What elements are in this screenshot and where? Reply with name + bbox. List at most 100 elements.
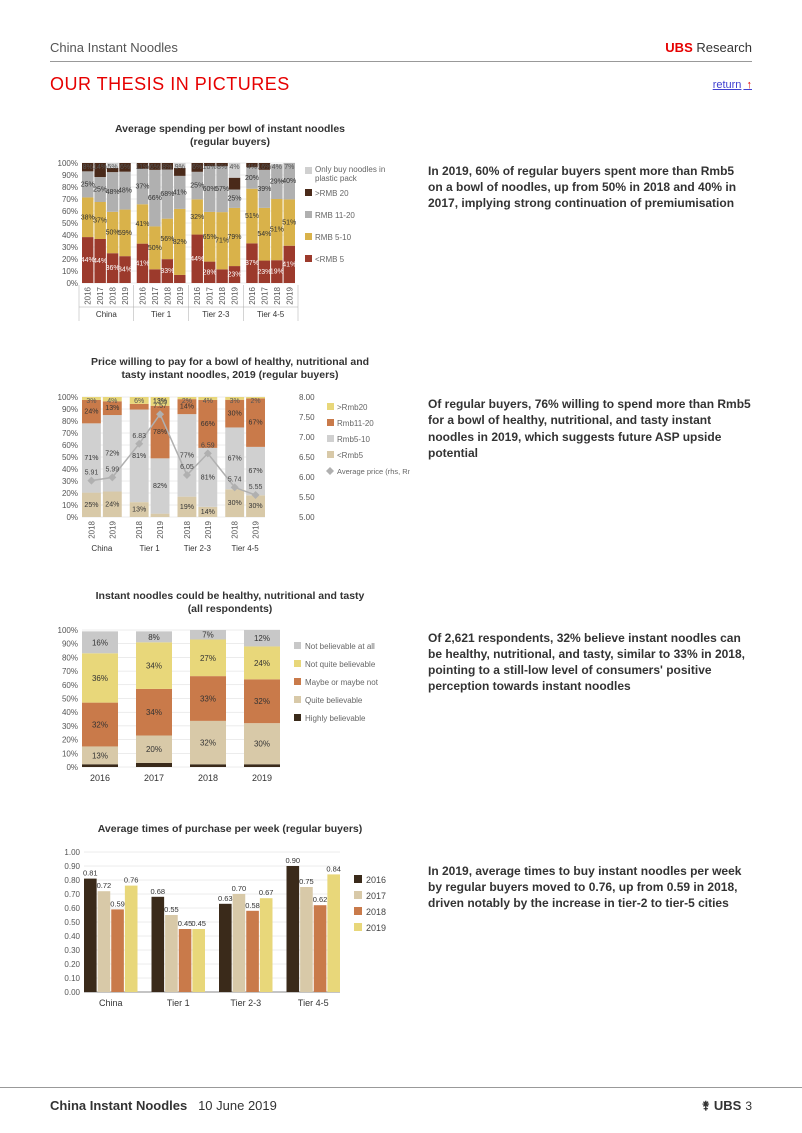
- svg-text:8.00: 8.00: [299, 393, 315, 402]
- svg-text:2019: 2019: [204, 520, 213, 538]
- svg-text:5%: 5%: [108, 164, 118, 171]
- svg-text:70%: 70%: [62, 195, 78, 204]
- svg-text:30%: 30%: [62, 243, 78, 252]
- svg-text:4%: 4%: [272, 164, 282, 171]
- chart1-area: Average spending per bowl of instant noo…: [50, 123, 410, 328]
- svg-text:2016: 2016: [248, 287, 257, 305]
- svg-text:2018: 2018: [109, 287, 118, 305]
- return-link[interactable]: return ↑: [713, 79, 752, 91]
- svg-text:81%: 81%: [201, 474, 215, 481]
- svg-text:7.50: 7.50: [299, 413, 315, 422]
- svg-text:6.83: 6.83: [132, 432, 146, 439]
- svg-text:14%: 14%: [201, 508, 215, 515]
- svg-text:2017: 2017: [151, 287, 160, 305]
- svg-text:Maybe or maybe not: Maybe or maybe not: [305, 678, 379, 687]
- svg-text:0%: 0%: [66, 763, 78, 772]
- chart1-caption: In 2019, 60% of regular buyers spent mor…: [428, 123, 752, 212]
- svg-text:30%: 30%: [254, 739, 270, 748]
- svg-text:2018: 2018: [183, 520, 192, 538]
- svg-text:25%: 25%: [84, 501, 98, 508]
- svg-text:51%: 51%: [282, 220, 296, 227]
- svg-text:0%: 0%: [66, 279, 78, 288]
- svg-text:34%: 34%: [118, 267, 132, 274]
- svg-text:0.10: 0.10: [64, 974, 80, 983]
- row-chart2: Price willing to pay for a bowl of healt…: [50, 356, 752, 561]
- svg-text:2019: 2019: [285, 287, 294, 305]
- svg-text:2018: 2018: [87, 520, 96, 538]
- svg-text:80%: 80%: [62, 183, 78, 192]
- svg-text:82%: 82%: [153, 482, 167, 489]
- svg-text:2016: 2016: [84, 287, 93, 305]
- svg-text:0.58: 0.58: [245, 901, 260, 910]
- chart1-title: Average spending per bowl of instant noo…: [50, 123, 410, 149]
- svg-text:6%: 6%: [120, 164, 130, 171]
- svg-text:>RMB 20: >RMB 20: [315, 189, 349, 198]
- svg-text:78%: 78%: [153, 429, 167, 436]
- page-footer: China Instant Noodles 10 June 2019 ⚵ UBS…: [0, 1087, 802, 1133]
- chart4-svg: 0.000.100.200.300.400.500.600.700.800.90…: [50, 842, 410, 1012]
- svg-text:6%: 6%: [150, 164, 160, 171]
- svg-text:50%: 50%: [148, 245, 162, 252]
- chart4-caption: In 2019, average times to buy instant no…: [428, 823, 752, 912]
- header-left: China Instant Noodles: [50, 40, 178, 55]
- svg-text:6.00: 6.00: [299, 473, 315, 482]
- svg-text:2017: 2017: [260, 287, 269, 305]
- svg-text:67%: 67%: [249, 419, 263, 426]
- svg-text:32%: 32%: [190, 214, 204, 221]
- svg-text:2019: 2019: [121, 287, 130, 305]
- chart2-caption: Of regular buyers, 76% willing to spend …: [428, 356, 752, 461]
- svg-text:13%: 13%: [92, 751, 108, 760]
- page-header: China Instant Noodles UBS Research: [50, 40, 752, 62]
- svg-text:plastic pack: plastic pack: [315, 174, 358, 183]
- header-right: UBS Research: [665, 40, 752, 55]
- svg-text:67%: 67%: [249, 468, 263, 475]
- svg-text:Rmb5-10: Rmb5-10: [337, 435, 370, 444]
- svg-text:12%: 12%: [254, 634, 270, 643]
- svg-text:8%: 8%: [217, 164, 227, 171]
- footer-left: China Instant Noodles 10 June 2019: [50, 1098, 277, 1113]
- svg-text:2016: 2016: [366, 875, 386, 885]
- svg-text:4%: 4%: [229, 164, 239, 171]
- svg-text:79%: 79%: [228, 234, 242, 241]
- svg-text:19%: 19%: [270, 269, 284, 276]
- svg-text:2018: 2018: [366, 907, 386, 917]
- svg-text:6.05: 6.05: [180, 464, 194, 471]
- svg-text:2018: 2018: [198, 773, 218, 783]
- svg-text:>Rmb20: >Rmb20: [337, 403, 368, 412]
- svg-text:60%: 60%: [62, 441, 78, 450]
- svg-text:Rmb11-20: Rmb11-20: [337, 419, 374, 428]
- svg-text:13%: 13%: [132, 506, 146, 513]
- svg-text:4%: 4%: [247, 164, 257, 171]
- chart3-caption: Of 2,621 respondents, 32% believe instan…: [428, 590, 752, 695]
- svg-text:2018: 2018: [218, 287, 227, 305]
- svg-text:16%: 16%: [92, 638, 108, 647]
- svg-text:48%: 48%: [118, 188, 132, 195]
- svg-text:11%: 11%: [136, 164, 150, 171]
- svg-text:50%: 50%: [62, 694, 78, 703]
- page-number: 3: [745, 1099, 752, 1113]
- chart1-svg: 0%10%20%30%40%50%60%70%80%90%100%44%38%2…: [50, 155, 410, 325]
- svg-text:6%: 6%: [192, 164, 202, 171]
- svg-text:34%: 34%: [146, 661, 162, 670]
- svg-text:2016: 2016: [138, 287, 147, 305]
- svg-text:Highly believable: Highly believable: [305, 714, 366, 723]
- svg-text:70%: 70%: [62, 667, 78, 676]
- svg-text:60%: 60%: [62, 681, 78, 690]
- svg-text:2017: 2017: [206, 287, 215, 305]
- svg-text:100%: 100%: [58, 393, 78, 402]
- svg-text:41%: 41%: [173, 190, 187, 197]
- svg-text:Tier 4-5: Tier 4-5: [257, 310, 285, 319]
- chart3-svg: 0%10%20%30%40%50%60%70%80%90%100%13%32%3…: [50, 622, 410, 792]
- svg-text:5.00: 5.00: [299, 513, 315, 522]
- svg-text:67%: 67%: [228, 455, 242, 462]
- svg-text:0.90: 0.90: [64, 862, 80, 871]
- svg-text:71%: 71%: [84, 454, 98, 461]
- svg-text:19%: 19%: [180, 503, 194, 510]
- svg-text:7%: 7%: [202, 630, 214, 639]
- svg-text:80%: 80%: [62, 653, 78, 662]
- footer-right: ⚵ UBS 3: [702, 1098, 752, 1113]
- svg-text:Tier 4-5: Tier 4-5: [231, 544, 259, 553]
- svg-text:0.60: 0.60: [64, 904, 80, 913]
- svg-text:2017: 2017: [96, 287, 105, 305]
- svg-text:2017: 2017: [366, 891, 386, 901]
